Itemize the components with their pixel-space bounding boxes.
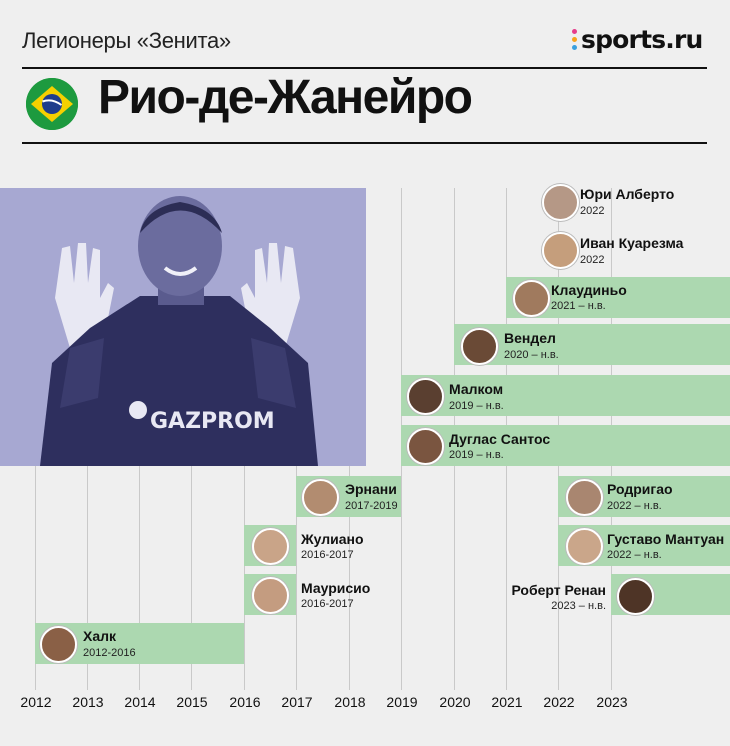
player-years: 2016-2017 [301, 598, 354, 610]
player-years: 2016-2017 [301, 549, 354, 561]
player-name: Халк [83, 628, 117, 644]
page-title: Рио-де-Жанейро [98, 71, 473, 124]
featured-player-photo: GAZPROM [0, 188, 366, 466]
year-label: 2021 [491, 694, 523, 710]
player-avatar [407, 428, 444, 465]
player-years: 2019 – н.в. [449, 400, 504, 412]
player-avatar [461, 328, 498, 365]
player-name: Клаудиньо [551, 282, 627, 298]
player-years: 2020 – н.в. [504, 349, 559, 361]
player-avatar [542, 232, 579, 269]
player-name: Юри Алберто [580, 186, 675, 202]
player-name: Малком [449, 381, 504, 397]
title-rule [22, 142, 707, 144]
player-avatar [302, 479, 339, 516]
player-years: 2019 – н.в. [449, 449, 504, 461]
player-name: Жулиано [301, 531, 364, 547]
year-label: 2023 [596, 694, 628, 710]
player-years: 2021 – н.в. [551, 300, 606, 312]
player-avatar [566, 479, 603, 516]
year-label: 2014 [124, 694, 156, 710]
player-years: 2012-2016 [83, 647, 136, 659]
top-rule [22, 67, 707, 69]
year-label: 2022 [543, 694, 575, 710]
player-avatar [542, 184, 579, 221]
year-label: 2020 [439, 694, 471, 710]
player-years: 2022 [580, 205, 605, 217]
sports-ru-logo: sports.ru [572, 24, 703, 54]
player-name: Густаво Мантуан [607, 531, 725, 547]
player-avatar [617, 578, 654, 615]
player-name: Родригао [607, 481, 673, 497]
player-name: Маурисио [301, 580, 371, 596]
year-label: 2015 [176, 694, 208, 710]
player-name: Иван Куарезма [580, 235, 684, 251]
player-avatar [252, 528, 289, 565]
year-label: 2013 [72, 694, 104, 710]
player-name: Дуглас Сантос [449, 431, 551, 447]
player-avatar [252, 577, 289, 614]
player-name: Вендел [504, 330, 556, 346]
player-years: 2023 – н.в. [551, 600, 606, 612]
player-years: 2022 – н.в. [607, 500, 662, 512]
player-avatar [40, 626, 77, 663]
player-avatar [513, 280, 550, 317]
player-name: Роберт Ренан [511, 582, 606, 598]
svg-text:GAZPROM: GAZPROM [150, 409, 275, 434]
subtitle: Легионеры «Зенита» [22, 28, 231, 53]
timeline-bar-douglas-santos [401, 425, 730, 466]
brand-label: sports.ru [581, 24, 703, 54]
year-label: 2012 [20, 694, 52, 710]
year-label: 2017 [281, 694, 313, 710]
player-years: 2022 – н.в. [607, 549, 662, 561]
year-label: 2019 [386, 694, 418, 710]
brazil-flag-icon [26, 78, 78, 130]
timeline-bar-vendel [454, 324, 730, 365]
logo-dots-icon [572, 28, 577, 50]
player-avatar [566, 528, 603, 565]
player-years: 2017-2019 [345, 500, 398, 512]
year-label: 2016 [229, 694, 261, 710]
player-name: Эрнани [345, 481, 397, 497]
player-avatar [407, 378, 444, 415]
timeline-bar-malcom [401, 375, 730, 416]
year-label: 2018 [334, 694, 366, 710]
player-years: 2022 [580, 254, 605, 266]
